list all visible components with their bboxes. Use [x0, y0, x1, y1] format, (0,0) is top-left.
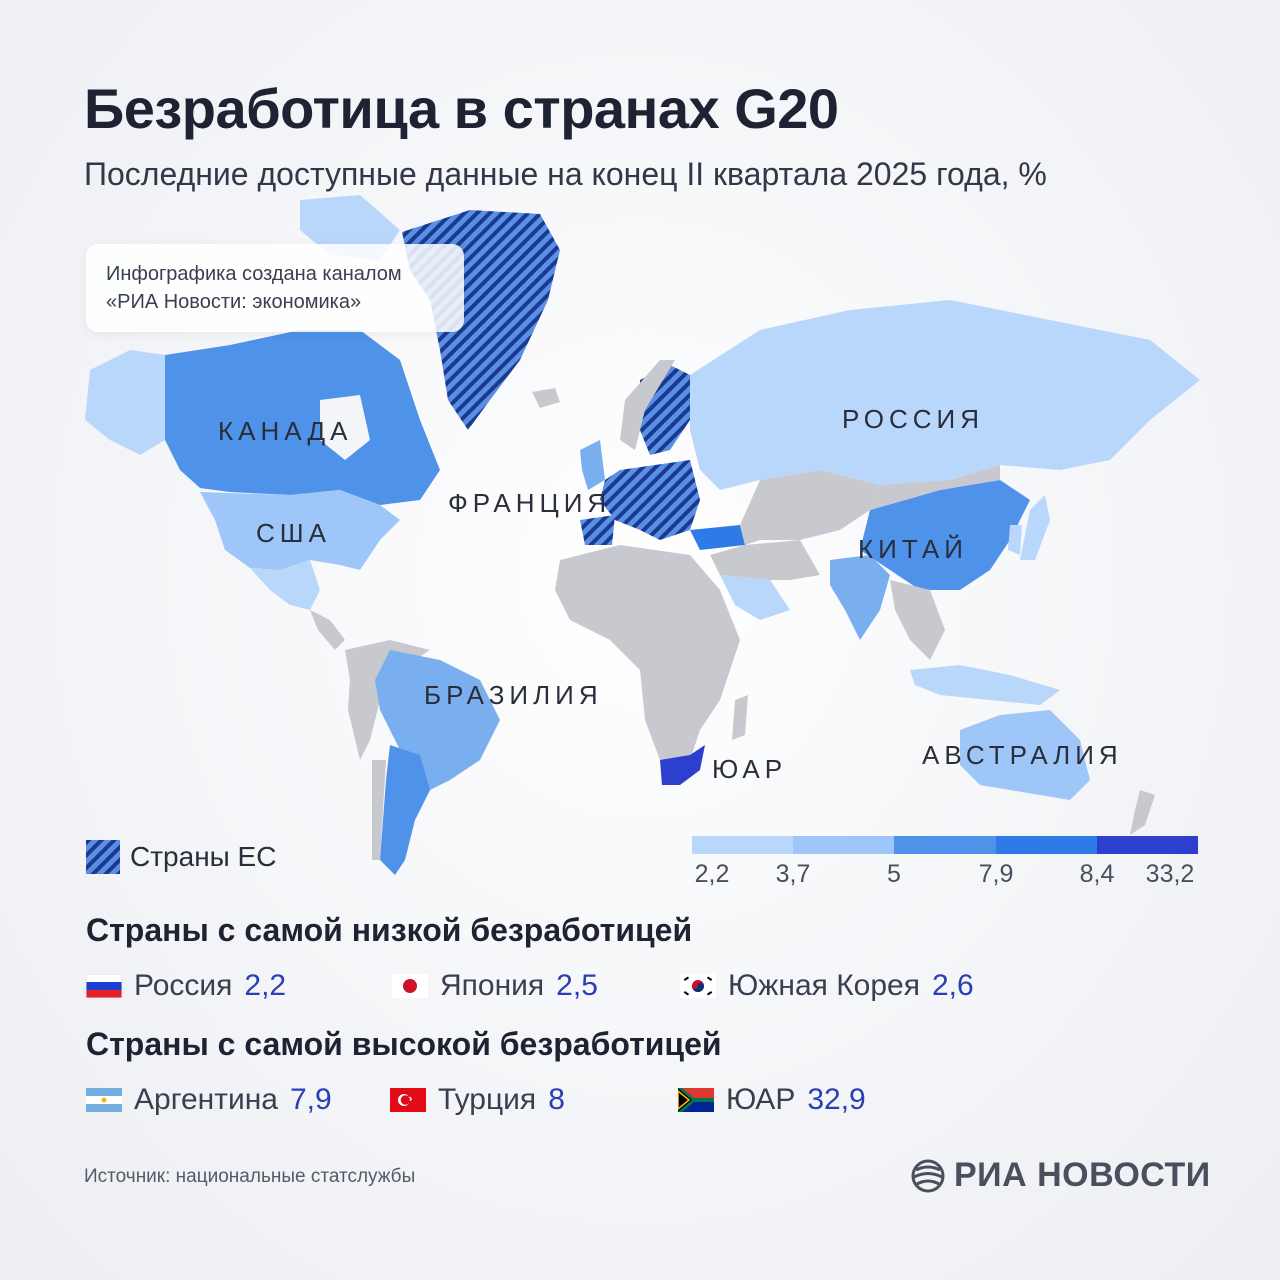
scale-tick: 7,9 — [978, 860, 1014, 888]
russia-shape — [690, 300, 1200, 490]
new-zealand-shape — [1130, 790, 1155, 835]
ria-logo: РИА НОВОСТИ — [910, 1156, 1211, 1195]
country-name: Россия — [134, 969, 233, 1002]
norway-shape — [620, 360, 675, 450]
country-value: 2,6 — [931, 969, 974, 1002]
scale-step-4 — [995, 836, 1097, 854]
map-label-france: ФРАНЦИЯ — [448, 488, 611, 518]
iberia-shape — [580, 515, 615, 545]
country-value: 2,2 — [244, 969, 287, 1002]
map-label-russia: РОССИЯ — [842, 404, 984, 434]
middle-east-shape — [710, 540, 820, 580]
scale-tick: 33,2 — [1145, 860, 1195, 888]
eu-hatch-swatch — [86, 840, 120, 874]
scale-step-5 — [1096, 836, 1199, 854]
hudson-bay-shape — [320, 395, 370, 460]
color-scale: 2,2 3,7 5 7,9 8,4 33,2 — [692, 836, 1199, 894]
map-label-australia: АВСТРАЛИЯ — [922, 740, 1123, 770]
chile-shape — [372, 760, 386, 860]
saudi-arabia-shape — [720, 575, 790, 620]
map-label-canada: КАНАДА — [218, 416, 352, 446]
ria-globe-icon — [911, 1159, 945, 1192]
south-africa-flag-icon — [678, 1088, 714, 1112]
africa-shape — [555, 545, 740, 760]
usa-shape — [200, 490, 400, 570]
alaska-shape — [85, 350, 165, 455]
list-item: ЮАР 32,9 — [678, 1080, 866, 1120]
list-item: Турция 8 — [390, 1080, 565, 1120]
mongolia-shape — [870, 465, 1000, 510]
scale-step-1 — [692, 836, 794, 854]
eu-legend-label: Страны ЕС — [130, 841, 277, 872]
indonesia-shape — [910, 665, 1060, 705]
country-name: Турция — [438, 1083, 537, 1116]
lowest-row: Россия 2,2 Япония 2,5 Южная Корея 2,6 — [86, 966, 1186, 1006]
japan-flag-icon — [392, 974, 428, 998]
ria-logo-text: РИА НОВОСТИ — [954, 1156, 1211, 1194]
page-subtitle: Последние доступные данные на конец II к… — [84, 156, 1047, 192]
scale-step-3 — [894, 836, 996, 854]
scale-tick: 2,2 — [694, 860, 730, 888]
scale-step-2 — [793, 836, 895, 854]
source-note: Источник: национальные статслужбы — [84, 1166, 416, 1187]
argentina-shape — [380, 745, 430, 875]
turkey-shape — [690, 525, 745, 550]
color-scale-ticks: 2,2 3,7 5 7,9 8,4 33,2 — [692, 860, 1198, 894]
list-item: Аргентина 7,9 — [86, 1080, 332, 1120]
highest-section-title: Страны с самой высокой безработицей — [86, 1026, 722, 1062]
china-shape — [860, 480, 1030, 590]
map-label-brazil: БРАЗИЛИЯ — [424, 680, 603, 710]
south-africa-shape — [660, 745, 705, 785]
mexico-shape — [250, 560, 320, 610]
iceland-shape — [532, 388, 560, 408]
eu-shape — [600, 460, 700, 540]
map-label-south-africa: ЮАР — [712, 754, 787, 784]
map-label-china: КИТАЙ — [858, 534, 968, 564]
map-label-usa: США — [256, 518, 331, 548]
india-shape — [830, 555, 890, 640]
country-name: ЮАР — [726, 1083, 796, 1116]
list-item: Южная Корея 2,6 — [680, 966, 974, 1006]
south-america-north-shape — [345, 640, 430, 760]
credit-box: Инфографика создана каналом «РИА Новости… — [86, 244, 464, 332]
south-korea-flag-icon — [680, 974, 716, 998]
scale-tick: 8,4 — [1079, 860, 1115, 888]
central-asia-shape — [740, 470, 880, 545]
canada-shape — [165, 330, 440, 505]
scale-tick: 5 — [887, 860, 901, 888]
list-item: Россия 2,2 — [86, 966, 286, 1006]
lowest-section-title: Страны с самой низкой безработицей — [86, 912, 693, 948]
australia-shape — [960, 710, 1090, 800]
country-value: 32,9 — [807, 1083, 866, 1116]
country-value: 7,9 — [289, 1083, 332, 1116]
country-name: Южная Корея — [728, 969, 920, 1002]
scale-tick: 3,7 — [775, 860, 811, 888]
argentina-flag-icon — [86, 1088, 122, 1112]
list-item: Япония 2,5 — [392, 966, 598, 1006]
central-america-shape — [310, 610, 345, 650]
korea-shape — [1008, 525, 1022, 555]
arctic-islands-shape — [300, 195, 400, 260]
highest-row: Аргентина 7,9 Турция 8 ЮАР 32,9 — [86, 1080, 1186, 1120]
color-scale-bar — [692, 836, 1199, 854]
country-name: Япония — [440, 969, 545, 1002]
southeast-asia-shape — [890, 580, 945, 660]
japan-shape — [1020, 495, 1050, 560]
country-value: 2,5 — [556, 969, 598, 1002]
country-name: Аргентина — [134, 1083, 278, 1116]
uk-shape — [580, 440, 605, 490]
credit-line-1: Инфографика создана каналом — [106, 263, 402, 285]
page-title: Безработица в странах G20 — [84, 77, 839, 140]
eu-legend: Страны ЕС — [86, 840, 276, 874]
country-value: 8 — [548, 1083, 565, 1116]
credit-line-2: «РИА Новости: экономика» — [106, 291, 362, 313]
madagascar-shape — [732, 695, 748, 740]
russia-flag-icon — [86, 974, 122, 998]
turkey-flag-icon — [390, 1088, 426, 1112]
